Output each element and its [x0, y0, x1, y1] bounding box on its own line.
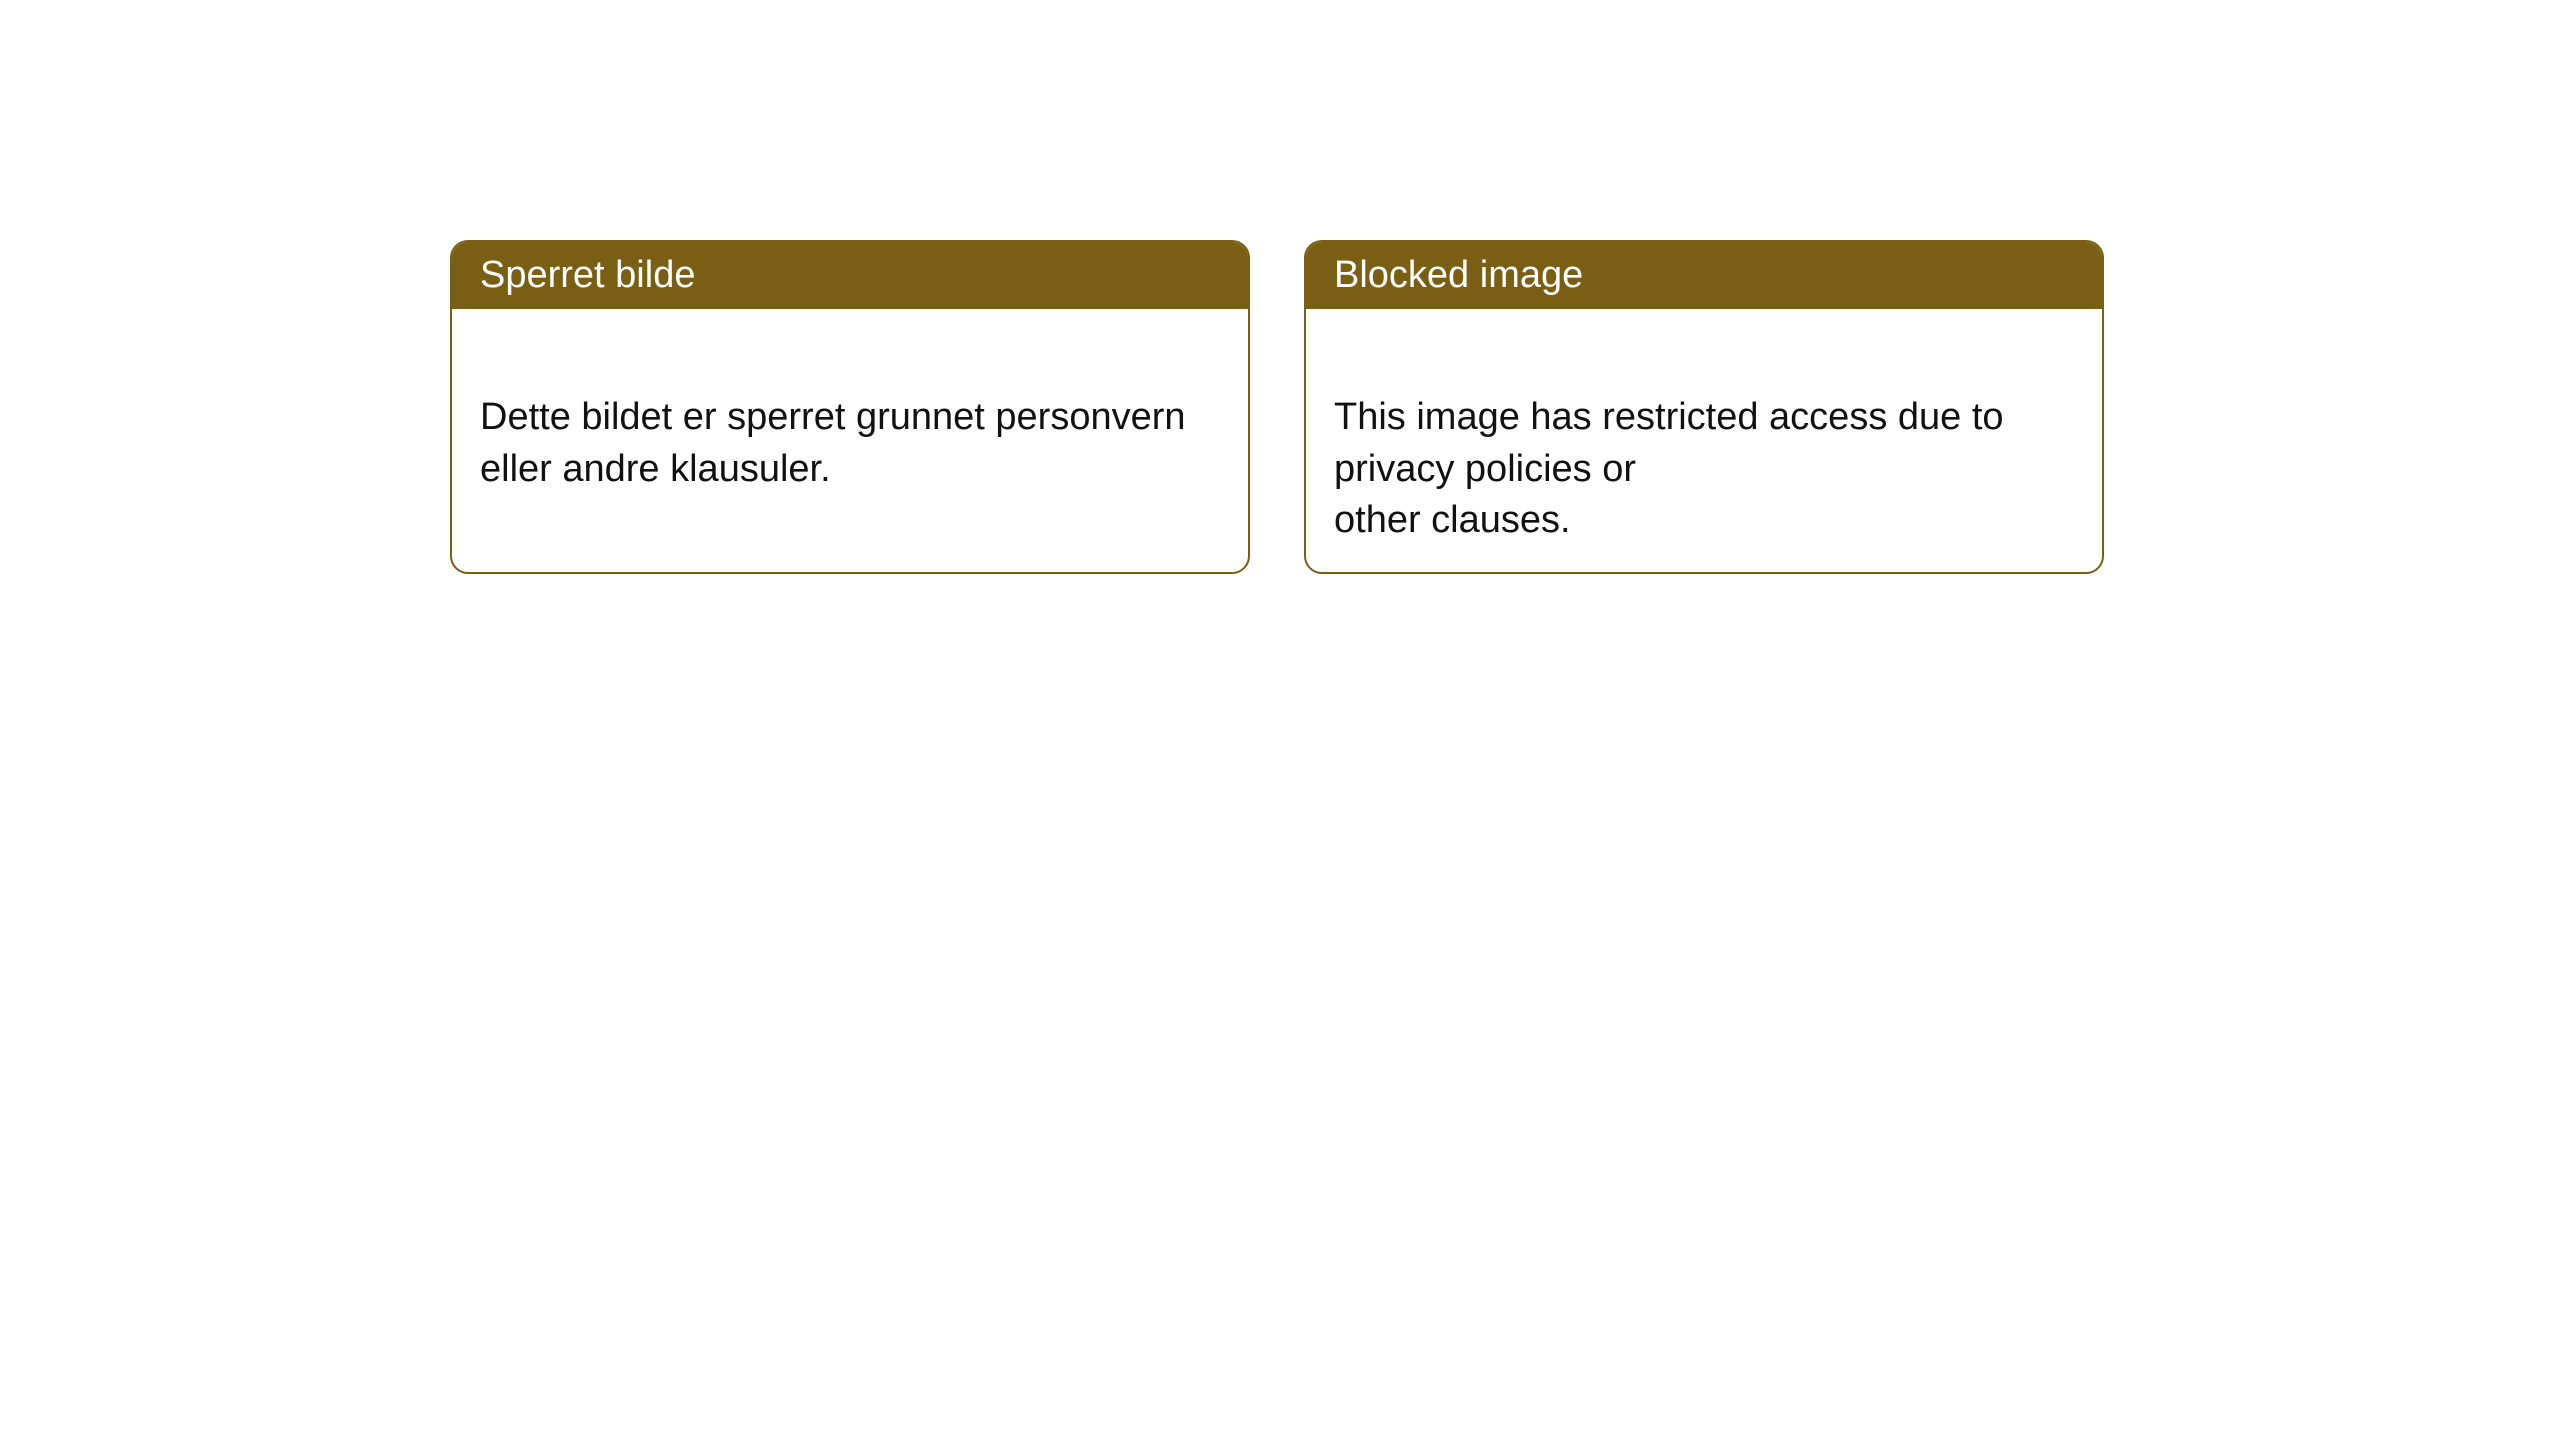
card-header: Sperret bilde — [452, 242, 1248, 309]
notice-card-english: Blocked image This image has restricted … — [1304, 240, 2104, 574]
card-body-text: Dette bildet er sperret grunnet personve… — [480, 396, 1186, 489]
card-body: Dette bildet er sperret grunnet personve… — [452, 309, 1248, 527]
card-title: Blocked image — [1334, 254, 1583, 296]
notice-cards-container: Sperret bilde Dette bildet er sperret gr… — [450, 240, 2104, 574]
notice-card-norwegian: Sperret bilde Dette bildet er sperret gr… — [450, 240, 1250, 574]
card-title: Sperret bilde — [480, 254, 695, 296]
card-body: This image has restricted access due to … — [1306, 309, 2102, 574]
card-body-text: This image has restricted access due to … — [1334, 396, 2004, 541]
card-header: Blocked image — [1306, 242, 2102, 309]
